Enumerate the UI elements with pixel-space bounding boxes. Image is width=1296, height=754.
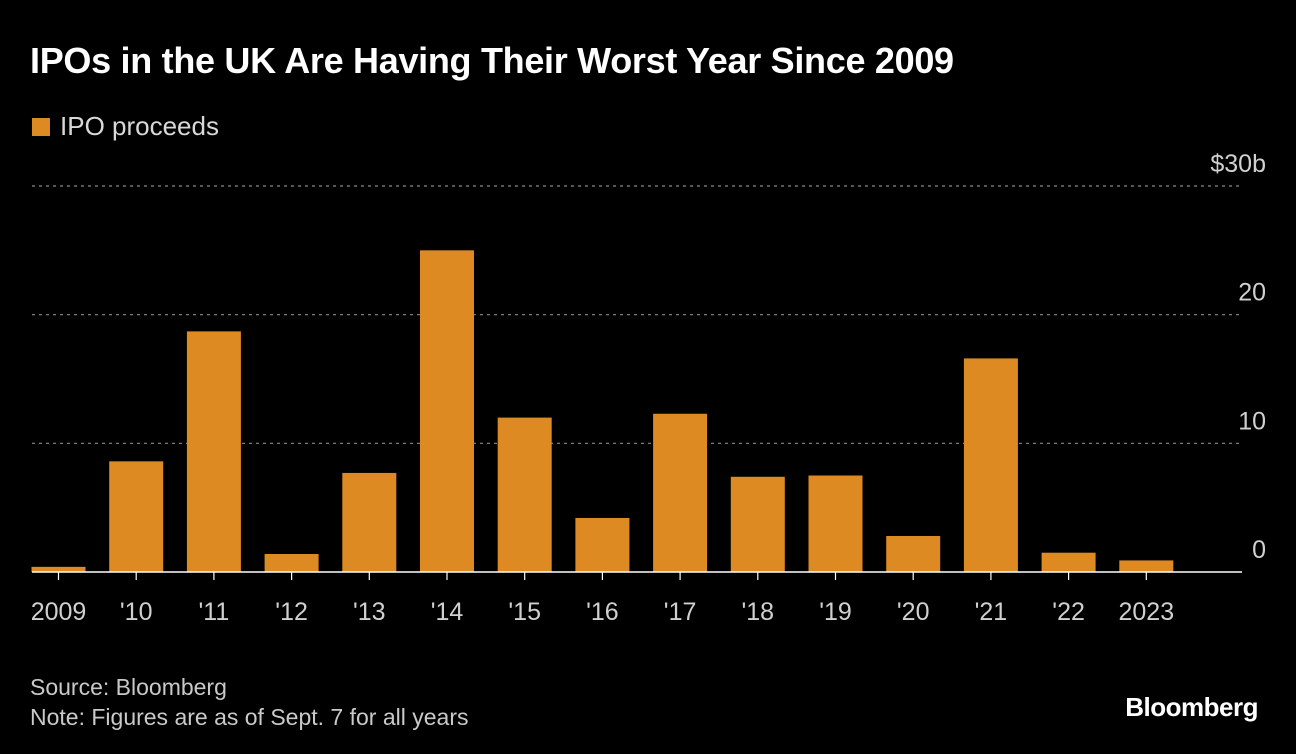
legend: IPO proceeds — [32, 111, 219, 142]
bar — [886, 535, 941, 572]
y-tick-label: $30b — [1210, 150, 1266, 178]
bar — [186, 331, 241, 572]
bar-chart: 0 10 20 $30b 2009 '10 '11 '12 '13 '14 '15 '16 '17 '18… — [31, 150, 1266, 626]
x-axis — [32, 571, 1242, 580]
y-tick-label: 10 — [1238, 407, 1266, 435]
bar — [808, 475, 863, 572]
x-tick-label: '20 — [897, 598, 930, 626]
bloomberg-logo: Bloomberg — [1125, 692, 1258, 722]
x-tick-label: '11 — [199, 598, 230, 626]
figures-note: Note: Figures are as of Sept. 7 for all … — [30, 704, 469, 730]
bar — [963, 358, 1018, 572]
x-tick-label: '17 — [664, 598, 697, 626]
x-tick-label: 2023 — [1118, 598, 1174, 626]
x-tick-label: '16 — [586, 598, 619, 626]
legend-label: IPO proceeds — [60, 111, 219, 141]
y-tick-label: 0 — [1252, 536, 1266, 564]
x-tick-label: '13 — [353, 598, 386, 626]
bar — [497, 417, 552, 572]
bar — [31, 566, 86, 572]
bar — [575, 517, 630, 572]
bar — [109, 461, 164, 572]
bars — [31, 250, 1174, 573]
bar — [1119, 560, 1174, 572]
chart-title: IPOs in the UK Are Having Their Worst Ye… — [30, 40, 954, 81]
x-tick-label: '22 — [1052, 598, 1085, 626]
source-note: Source: Bloomberg — [30, 674, 227, 700]
x-tick-label: '15 — [508, 598, 541, 626]
axis-labels: 0 10 20 $30b 2009 '10 '11 '12 '13 '14 '15 '16 '17 '18… — [31, 150, 1266, 626]
bar — [264, 553, 319, 572]
footer: Source: Bloomberg Note: Figures are as o… — [30, 672, 468, 732]
bar — [420, 250, 474, 573]
x-tick-label: '18 — [742, 598, 775, 626]
x-tick-label: '21 — [975, 598, 1008, 626]
x-tick-label: 2009 — [31, 598, 87, 626]
x-tick-label: '14 — [431, 598, 464, 626]
x-tick-label: '10 — [120, 598, 153, 626]
y-tick-label: 20 — [1238, 279, 1266, 307]
bar — [730, 476, 785, 572]
gridlines — [32, 185, 1242, 444]
legend-swatch — [32, 117, 50, 136]
bar — [653, 413, 708, 572]
bar — [1041, 552, 1096, 572]
x-tick-label: '19 — [819, 598, 852, 626]
x-tick-label: '12 — [275, 598, 308, 626]
bar — [342, 472, 397, 572]
